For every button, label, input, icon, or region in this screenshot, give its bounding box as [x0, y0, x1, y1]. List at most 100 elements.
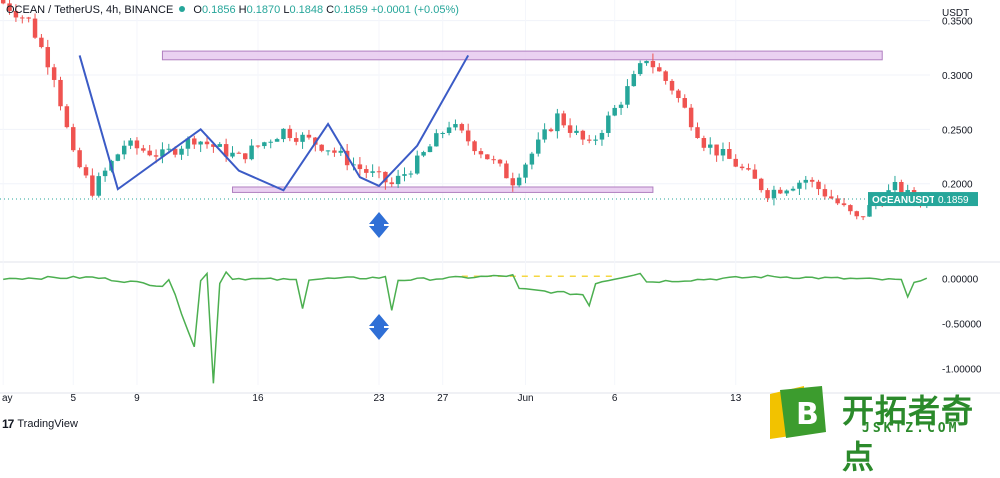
candle-body[interactable]	[618, 104, 624, 108]
candle-body[interactable]	[797, 182, 802, 189]
candle-body[interactable]	[555, 113, 560, 132]
pattern-zigzag-line[interactable]	[78, 54, 470, 192]
candle-body[interactable]	[364, 169, 369, 173]
chart-canvas[interactable]: 0.3500 0.3000 0.2500 0.2000 USDT 0.00000 -0.50…	[0, 0, 1000, 441]
candle-body[interactable]	[192, 138, 197, 145]
candle-body[interactable]	[166, 148, 172, 150]
candle-body[interactable]	[64, 106, 70, 128]
candle-body[interactable]	[172, 148, 178, 155]
candle-body[interactable]	[752, 169, 758, 179]
candle-body[interactable]	[586, 139, 592, 141]
candle-body[interactable]	[408, 173, 414, 175]
candle-body[interactable]	[809, 179, 815, 182]
candle-body[interactable]	[593, 139, 598, 141]
candle-body[interactable]	[612, 107, 617, 116]
candle-body[interactable]	[51, 67, 57, 80]
candle-body[interactable]	[644, 60, 649, 64]
candle-body[interactable]	[657, 67, 662, 72]
candle-body[interactable]	[778, 189, 783, 194]
candle-body[interactable]	[255, 145, 261, 147]
candle-body[interactable]	[376, 171, 382, 173]
candle-body[interactable]	[204, 141, 210, 145]
candle-body[interactable]	[529, 153, 535, 165]
candle-body[interactable]	[134, 140, 140, 149]
candle-body[interactable]	[650, 60, 656, 68]
candle-body[interactable]	[102, 170, 108, 177]
candle-body[interactable]	[663, 71, 668, 81]
candle-body[interactable]	[357, 164, 363, 170]
candle-body[interactable]	[39, 37, 44, 48]
candle-body[interactable]	[440, 132, 445, 134]
candle-body[interactable]	[771, 189, 777, 199]
candle-body[interactable]	[427, 146, 433, 153]
candle-body[interactable]	[32, 18, 38, 38]
candle-body[interactable]	[497, 159, 503, 164]
candle-body[interactable]	[784, 190, 789, 194]
candle-body[interactable]	[523, 164, 528, 178]
candle-body[interactable]	[262, 142, 267, 147]
candle-body[interactable]	[160, 149, 165, 157]
candle-body[interactable]	[580, 130, 586, 140]
support-zone[interactable]	[232, 186, 654, 193]
candle-body[interactable]	[325, 150, 331, 152]
candle-body[interactable]	[841, 203, 847, 206]
candle-body[interactable]	[682, 98, 687, 108]
candle-body[interactable]	[243, 153, 248, 160]
candle-body[interactable]	[867, 205, 872, 217]
symbol-title[interactable]: OCEAN / TetherUS, 4h, BINANCE	[6, 4, 174, 16]
candle-body[interactable]	[516, 177, 522, 186]
candle-body[interactable]	[13, 10, 19, 18]
candle-body[interactable]	[249, 145, 254, 160]
candle-body[interactable]	[478, 151, 484, 155]
candle-body[interactable]	[899, 181, 904, 196]
candle-body[interactable]	[141, 148, 146, 151]
oscillator-series-line[interactable]	[3, 270, 928, 384]
candle-body[interactable]	[574, 130, 579, 133]
candle-body[interactable]	[701, 138, 707, 148]
candle-body[interactable]	[268, 141, 273, 143]
candle-body[interactable]	[421, 152, 426, 156]
candle-body[interactable]	[58, 79, 63, 107]
candle-body[interactable]	[90, 175, 95, 196]
candle-body[interactable]	[383, 171, 388, 183]
candle-body[interactable]	[414, 155, 420, 174]
candle-body[interactable]	[727, 149, 732, 159]
candle-body[interactable]	[211, 144, 216, 147]
candle-body[interactable]	[217, 144, 222, 147]
candle-body[interactable]	[45, 47, 51, 68]
candle-body[interactable]	[434, 133, 439, 147]
candle-body[interactable]	[71, 127, 76, 151]
candle-body[interactable]	[332, 150, 337, 153]
candle-body[interactable]	[561, 113, 566, 126]
candle-body[interactable]	[121, 145, 127, 155]
resistance-zone[interactable]	[161, 50, 883, 61]
candle-body[interactable]	[370, 171, 375, 173]
candle-body[interactable]	[179, 148, 184, 155]
candle-body[interactable]	[287, 128, 293, 139]
candle-body[interactable]	[230, 152, 235, 157]
candle-body[interactable]	[758, 178, 764, 191]
candle-body[interactable]	[198, 141, 203, 145]
candle-body[interactable]	[848, 205, 853, 212]
candle-body[interactable]	[739, 166, 745, 169]
candle-body[interactable]	[542, 129, 547, 140]
candle-body[interactable]	[631, 74, 637, 87]
candle-body[interactable]	[714, 144, 719, 156]
candle-body[interactable]	[625, 86, 630, 105]
candle-body[interactable]	[835, 198, 840, 204]
candle-body[interactable]	[599, 132, 605, 140]
candle-body[interactable]	[669, 80, 675, 91]
candle-body[interactable]	[306, 134, 312, 138]
candle-body[interactable]	[676, 90, 681, 99]
candle-body[interactable]	[860, 216, 866, 218]
candle-body[interactable]	[115, 154, 121, 161]
candle-body[interactable]	[96, 176, 101, 196]
candle-body[interactable]	[293, 138, 299, 142]
candle-body[interactable]	[695, 127, 700, 139]
candle-body[interactable]	[491, 159, 496, 161]
candle-body[interactable]	[83, 167, 89, 176]
candle-body[interactable]	[485, 154, 490, 160]
candle-body[interactable]	[128, 140, 133, 146]
candle-body[interactable]	[402, 174, 407, 176]
candle-body[interactable]	[854, 211, 859, 217]
